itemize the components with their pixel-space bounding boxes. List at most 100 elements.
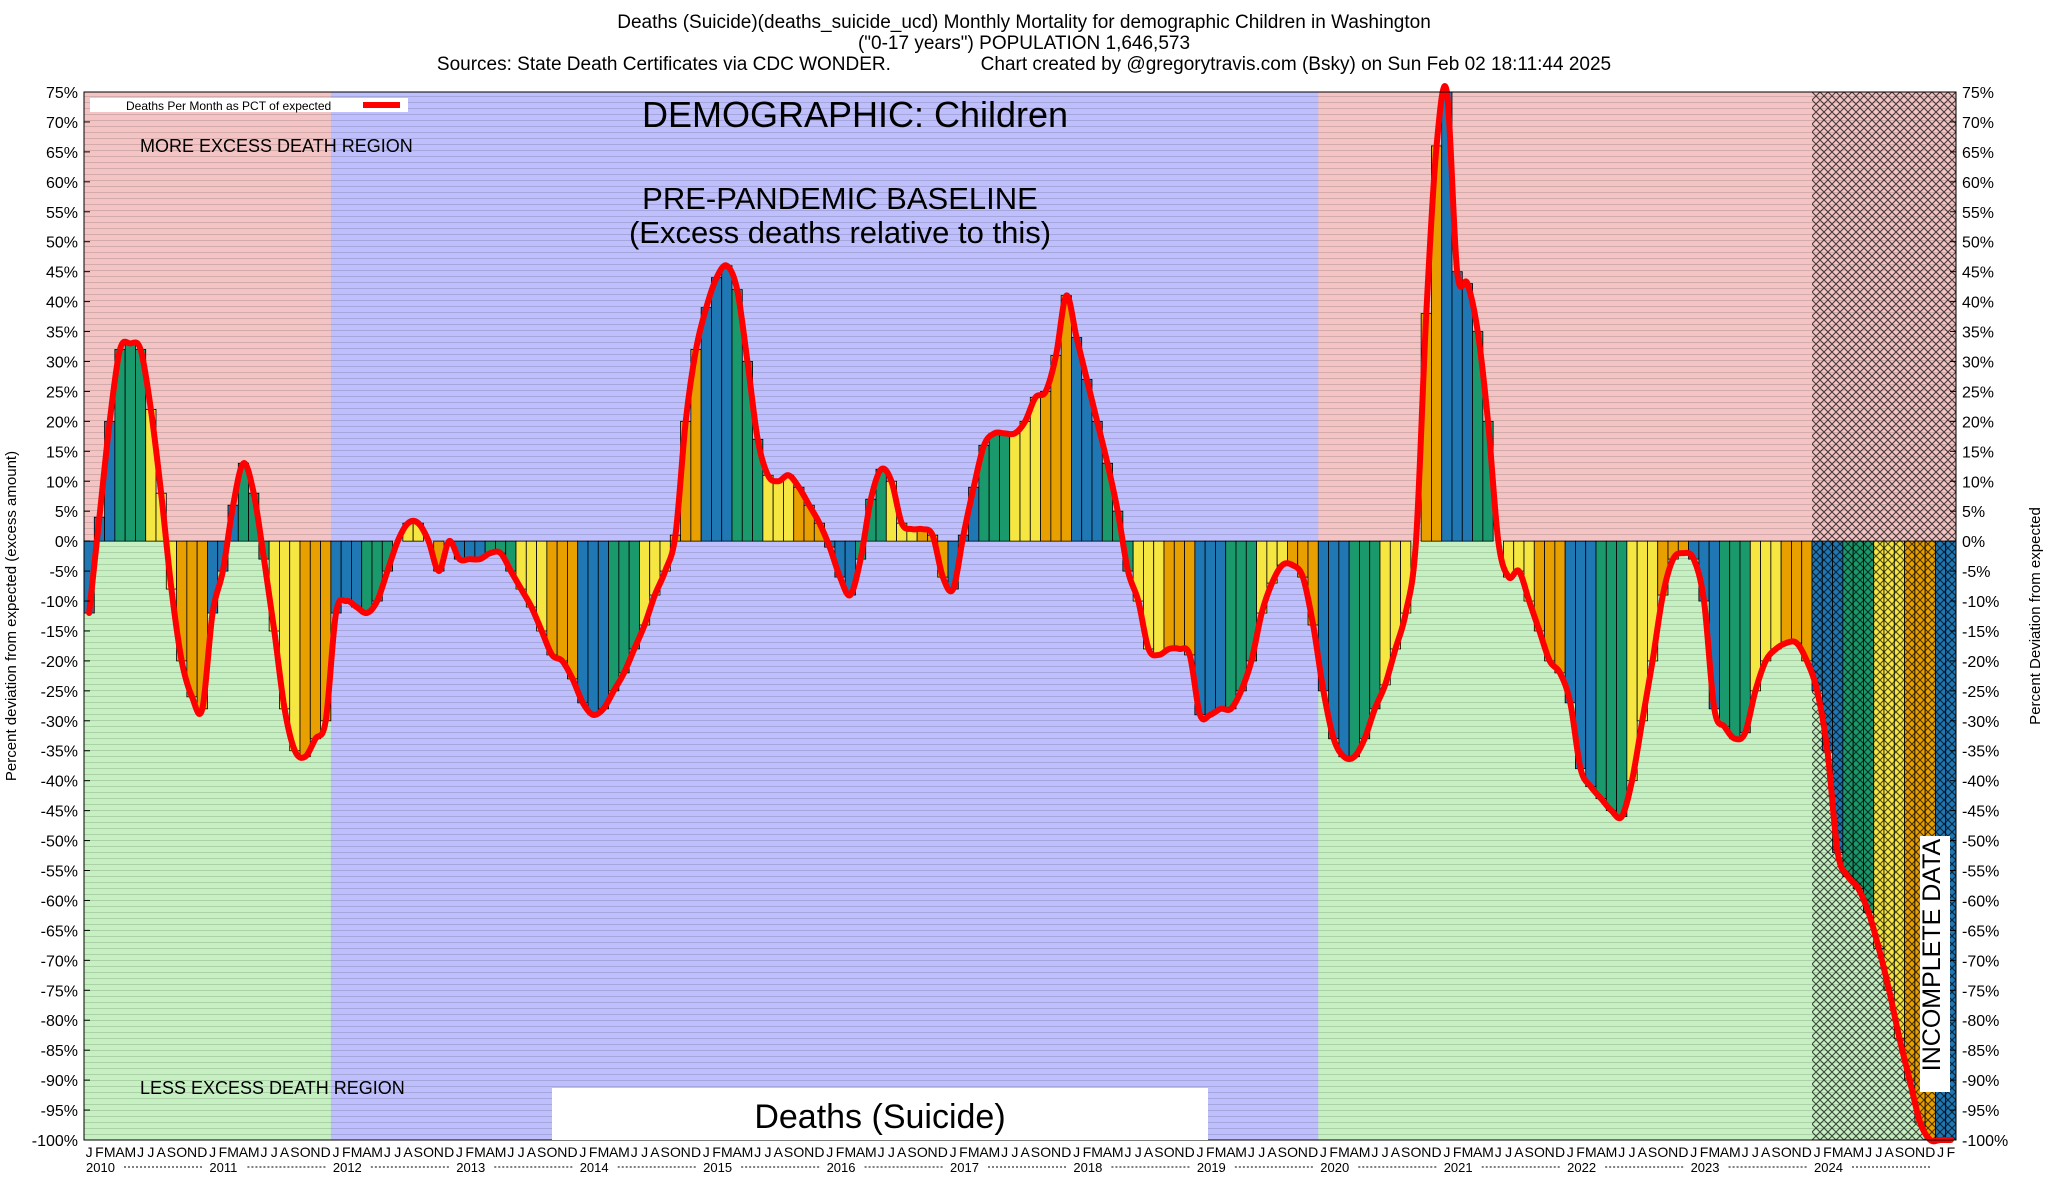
x-tick-month: M (371, 1144, 383, 1160)
x-tick-year: 2018 (1073, 1160, 1102, 1175)
x-tick-month: F (465, 1144, 474, 1160)
bar (556, 540, 568, 662)
x-tick-month: J (1073, 1144, 1080, 1160)
x-tick-month: D (1308, 1144, 1318, 1160)
x-tick-month: N (1421, 1144, 1431, 1160)
y-tick-label-right: -95% (1962, 1103, 1999, 1120)
x-tick-month: N (187, 1144, 197, 1160)
bar (1780, 540, 1792, 644)
x-tick-month: M (248, 1144, 260, 1160)
x-tick-month: N (1298, 1144, 1308, 1160)
x-tick-month: O (1411, 1144, 1422, 1160)
x-tick-month: A (1391, 1144, 1401, 1160)
y-tick-label-left: -65% (41, 923, 78, 940)
bar (340, 540, 352, 602)
x-tick-month: J (1197, 1144, 1204, 1160)
less-excess-label: LESS EXCESS DEATH REGION (140, 1078, 405, 1098)
x-tick-month: S (414, 1144, 423, 1160)
x-tick-month: A (774, 1144, 784, 1160)
x-tick-month: F (712, 1144, 721, 1160)
x-tick-month: D (321, 1144, 331, 1160)
x-tick-month: O (300, 1144, 311, 1160)
x-tick-month: S (1895, 1144, 1904, 1160)
x-tick-month: A (1843, 1144, 1853, 1160)
y-tick-label-left: -25% (41, 684, 78, 701)
bar (1595, 540, 1607, 800)
x-tick-month: J (1001, 1144, 1008, 1160)
bar (567, 540, 579, 680)
x-tick-month: J (703, 1144, 710, 1160)
x-tick-month: D (1925, 1144, 1935, 1160)
x-tick-month: A (979, 1144, 989, 1160)
x-tick-month: N (1792, 1144, 1802, 1160)
x-tick-month: J (765, 1144, 772, 1160)
y-tick-label-left: 30% (46, 354, 78, 371)
y-tick-label-right: -40% (1962, 774, 1999, 791)
x-tick-month: F (342, 1144, 351, 1160)
x-tick-month: J (333, 1144, 340, 1160)
x-tick-month: N (681, 1144, 691, 1160)
bar (289, 540, 301, 752)
x-tick-month: N (434, 1144, 444, 1160)
x-tick-month: S (1524, 1144, 1533, 1160)
y-tick-label-right: 75% (1962, 85, 1994, 102)
x-tick-month: S (907, 1144, 916, 1160)
x-tick-month: N (1915, 1144, 1925, 1160)
x-tick-month: M (1482, 1144, 1494, 1160)
x-tick-month: A (609, 1144, 619, 1160)
x-tick-month: M (1585, 1144, 1597, 1160)
x-tick-month: O (1164, 1144, 1175, 1160)
x-tick-month: J (1752, 1144, 1759, 1160)
bar (988, 432, 1000, 542)
bar (1328, 540, 1340, 740)
sources-spacer (891, 54, 981, 75)
x-tick-month: N (1051, 1144, 1061, 1160)
x-tick-month: A (897, 1144, 907, 1160)
x-tick-month: S (660, 1144, 669, 1160)
y-tick-label-left: 35% (46, 325, 78, 342)
x-tick-month: O (917, 1144, 928, 1160)
bar (577, 540, 589, 704)
x-tick-month: M (721, 1144, 733, 1160)
y-tick-label-left: -100% (32, 1133, 78, 1150)
x-tick-month: F (589, 1144, 598, 1160)
y-tick-label-left: 55% (46, 205, 78, 222)
x-tick-month: F (1083, 1144, 1092, 1160)
y-tick-label-right: 60% (1962, 175, 1994, 192)
bar (762, 474, 774, 542)
y-tick-label-right: 5% (1962, 504, 1985, 521)
x-tick-month: J (641, 1144, 648, 1160)
x-tick-month: F (959, 1144, 968, 1160)
x-tick-month: J (209, 1144, 216, 1160)
bar (1729, 540, 1741, 740)
y-tick-label-right: -15% (1962, 624, 1999, 641)
baseline-label: PRE-PANDEMIC BASELINE (642, 181, 1038, 216)
y-tick-label-right: 55% (1962, 205, 1994, 222)
y-tick-label-right: 40% (1962, 295, 1994, 312)
x-tick-month: A (156, 1144, 166, 1160)
x-tick-month: S (167, 1144, 176, 1160)
x-tick-month: A (1514, 1144, 1524, 1160)
x-tick-month: M (1708, 1144, 1720, 1160)
x-tick-month: N (928, 1144, 938, 1160)
x-tick-month: M (1215, 1144, 1227, 1160)
x-tick-month: F (1453, 1144, 1462, 1160)
x-tick-month: J (271, 1144, 278, 1160)
x-tick-month: J (1937, 1144, 1944, 1160)
x-tick-month: D (814, 1144, 824, 1160)
y-tick-label-left: 0% (55, 534, 78, 551)
bar (1749, 540, 1761, 692)
bar (1050, 355, 1062, 542)
x-tick-month: A (1267, 1144, 1277, 1160)
x-tick-month: M (988, 1144, 1000, 1160)
y-tick-label-right: 20% (1962, 414, 1994, 431)
x-tick-month: A (1720, 1144, 1730, 1160)
y-tick-label-right: -70% (1962, 953, 1999, 970)
x-tick-month: A (1103, 1144, 1113, 1160)
bar (1029, 397, 1041, 542)
x-tick-month: M (618, 1144, 630, 1160)
x-tick-month: J (456, 1144, 463, 1160)
legend-label: Deaths Per Month as PCT of expected (126, 99, 331, 113)
bar (1616, 540, 1628, 818)
x-tick-month: A (650, 1144, 660, 1160)
